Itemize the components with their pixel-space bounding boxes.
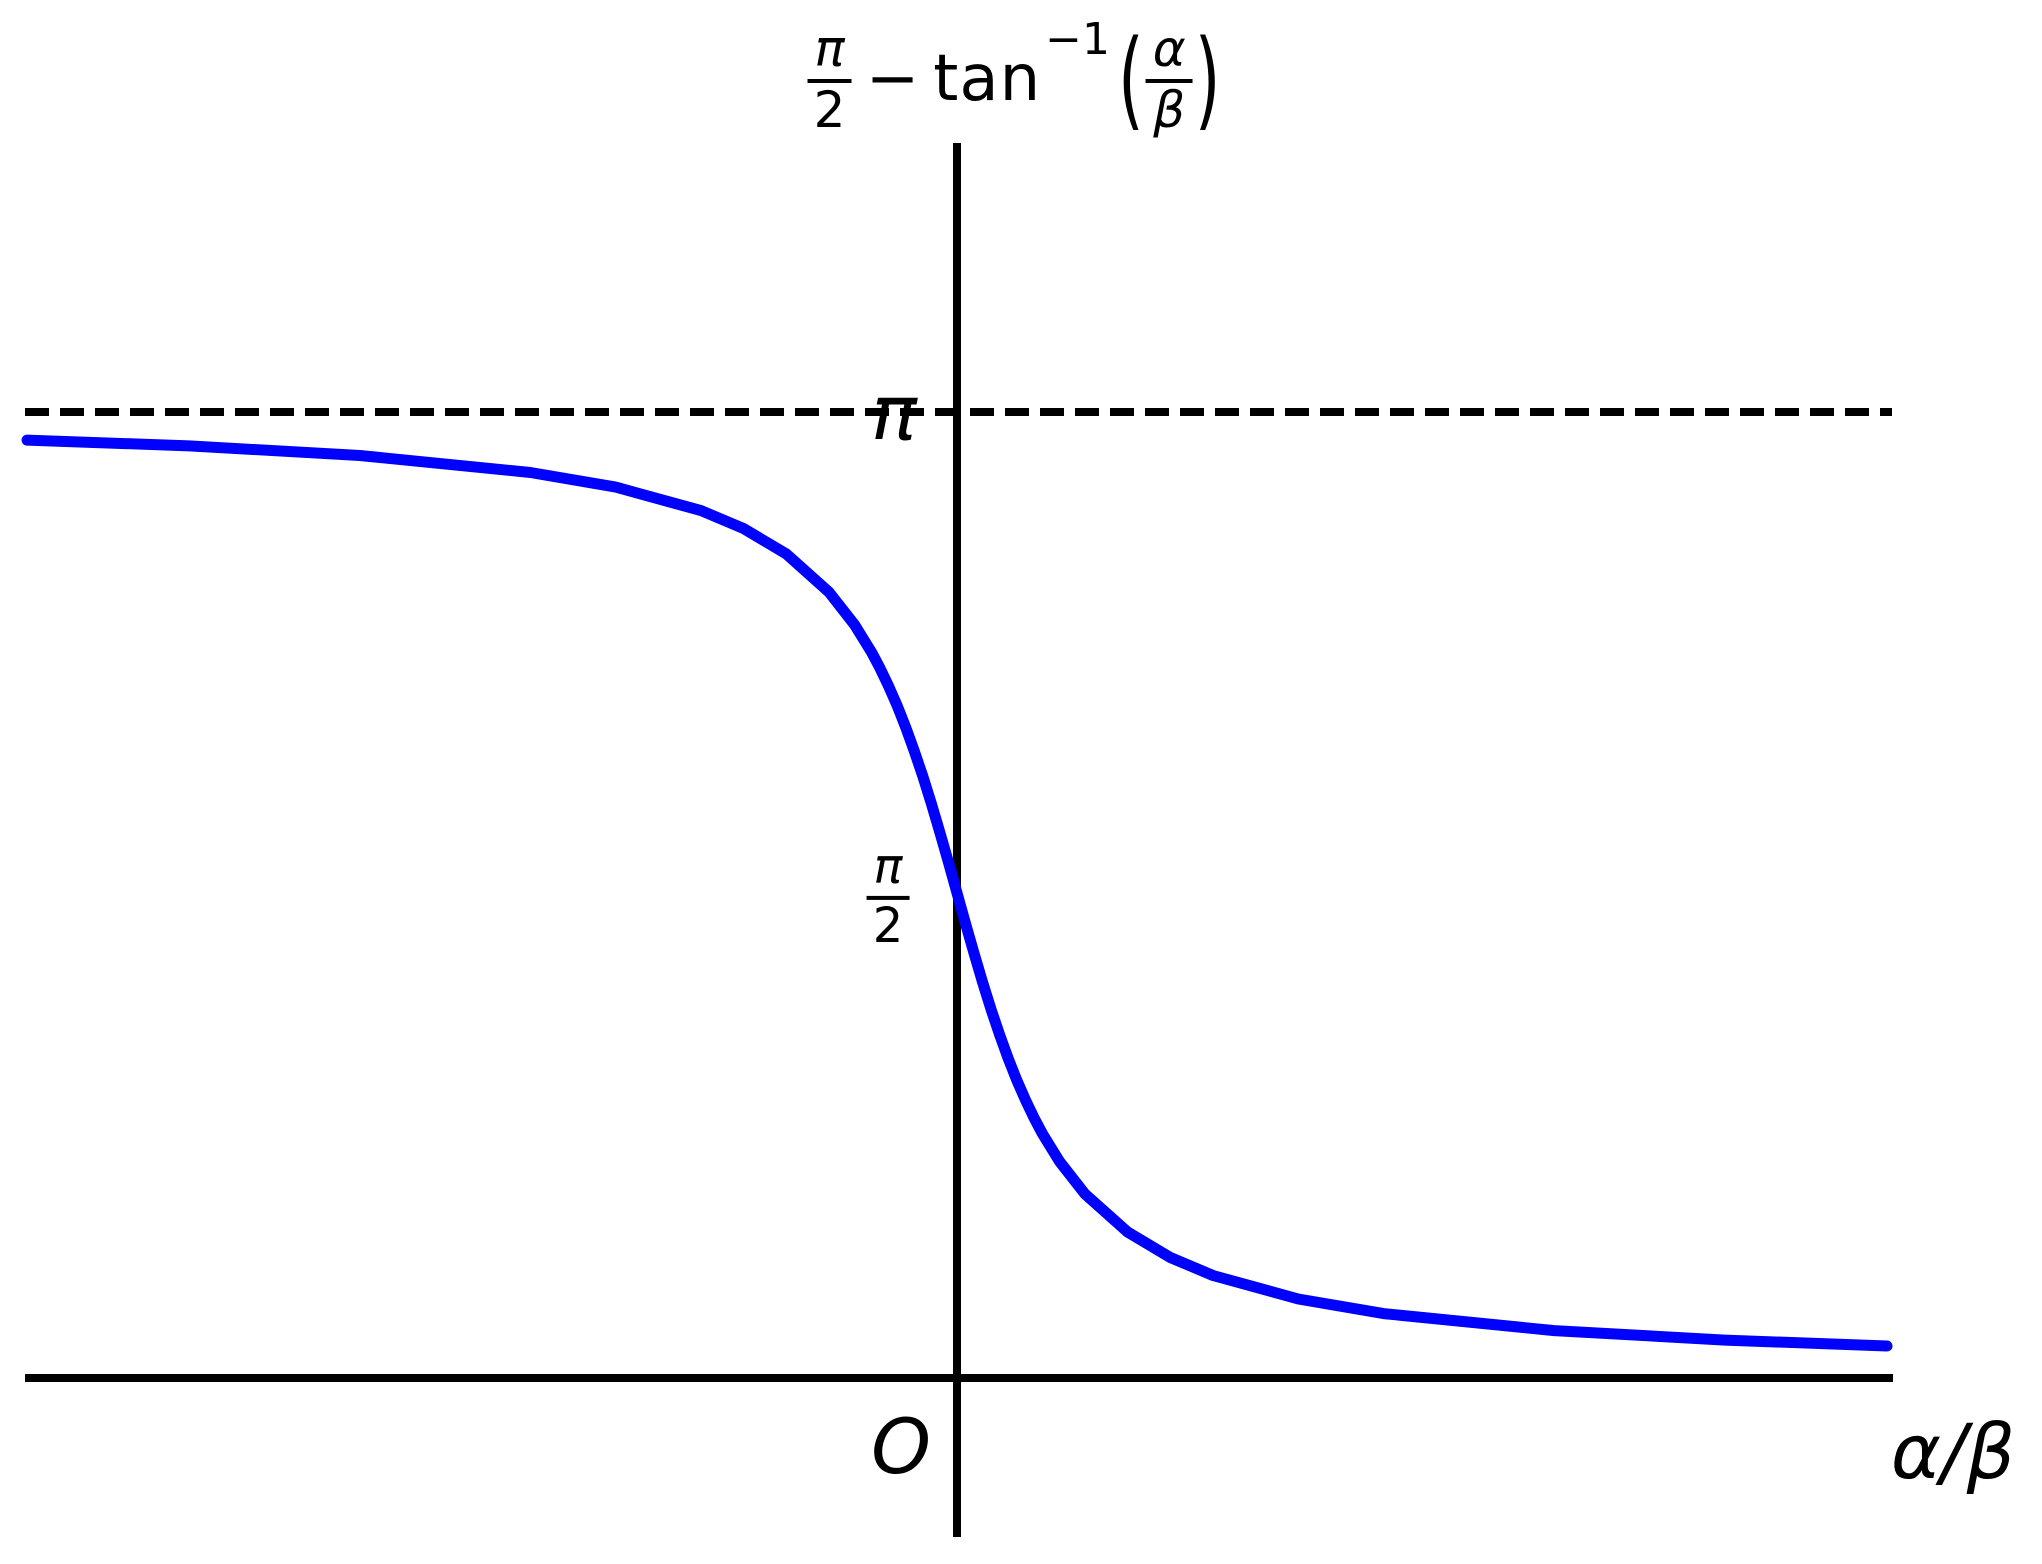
plot-title: π 2 − tan −1 ( α β )	[807, 14, 1223, 144]
pi-asymptote-label: π	[871, 368, 917, 457]
title-inverse-superscript: −1	[1045, 14, 1111, 65]
intercept-two: 2	[872, 897, 904, 954]
function-curve	[21, 434, 1893, 1352]
pi-over-2-fraction: π 2	[866, 843, 910, 954]
title-open-paren: (	[1118, 16, 1144, 142]
intercept-pi: π	[866, 843, 910, 900]
origin-label: O	[871, 1402, 931, 1491]
x-axis-label: α/β	[1890, 1407, 2016, 1496]
title-fraction-pi-over-2: π 2	[807, 24, 852, 139]
title-close-paren: )	[1194, 16, 1221, 142]
title-minus-sign: −	[865, 42, 920, 116]
title-fraction-alpha-over-beta: α β	[1145, 24, 1193, 139]
title-alpha: α	[1145, 24, 1193, 83]
title-beta: β	[1153, 80, 1186, 139]
title-function-name: tan	[933, 42, 1042, 116]
title-pi: π	[807, 24, 852, 83]
title-two: 2	[813, 80, 846, 139]
pi-over-2-intercept-label: π 2	[866, 843, 910, 954]
